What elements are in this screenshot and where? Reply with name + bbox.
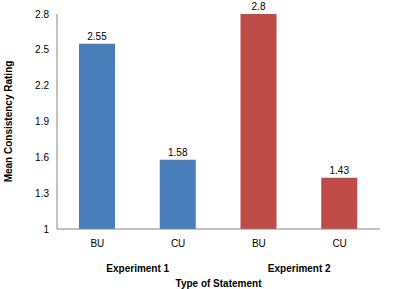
svg-text:1.58: 1.58 [168,147,188,158]
svg-text:2.2: 2.2 [35,80,49,91]
svg-text:2.8: 2.8 [35,9,49,20]
svg-text:CU: CU [171,238,185,249]
svg-text:1.9: 1.9 [35,116,49,127]
svg-text:2.55: 2.55 [87,31,107,42]
svg-text:Experiment 2: Experiment 2 [268,263,331,274]
svg-text:Mean Consistency Rating: Mean Consistency Rating [8,61,14,183]
svg-text:1.3: 1.3 [35,188,49,199]
svg-text:BU: BU [252,238,266,249]
svg-text:Experiment 1: Experiment 1 [106,263,169,274]
svg-text:1.43: 1.43 [330,165,350,176]
svg-text:BU: BU [90,238,104,249]
svg-text:1: 1 [43,224,49,235]
svg-text:2.5: 2.5 [35,44,49,55]
svg-text:CU: CU [332,238,346,249]
svg-text:Type of Statement: Type of Statement [176,278,263,289]
svg-text:2.8: 2.8 [252,1,266,12]
svg-text:1.6: 1.6 [35,152,49,163]
